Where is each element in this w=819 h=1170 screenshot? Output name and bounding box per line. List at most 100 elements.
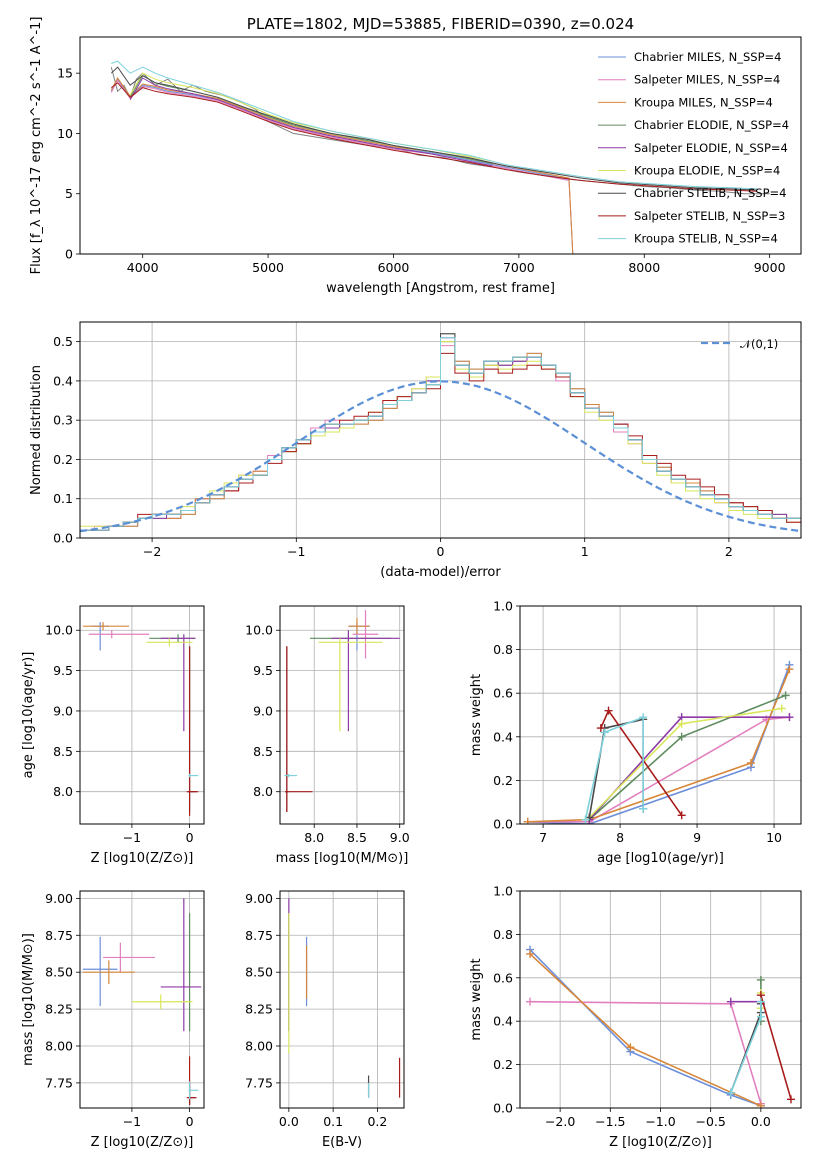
x-tick-label: 0: [186, 1114, 194, 1129]
x-tick-label: −0.5: [695, 1114, 725, 1129]
x-axis-label: (data-model)/error: [380, 565, 501, 580]
point-marker: [677, 732, 686, 741]
x-tick-label: 9000: [754, 260, 786, 275]
legend-label: Salpeter STELIB, N_SSP=3: [634, 209, 785, 223]
point-marker: [726, 997, 735, 1006]
y-tick-label: 10.0: [45, 623, 73, 638]
weight-line: [529, 1000, 762, 1104]
axes-frame: [79, 605, 205, 825]
y-tick-label: 8.50: [245, 965, 273, 980]
plot-area: [523, 660, 794, 824]
plot-area: [526, 945, 795, 1108]
x-tick-label: 10: [766, 830, 782, 845]
weight-line: [588, 694, 786, 821]
legend-label: Salpeter ELODIE, N_SSP=4: [634, 141, 788, 155]
weight-line: [760, 994, 792, 1100]
plot-area: [82, 898, 202, 1106]
x-tick-label: −2.0: [545, 1114, 575, 1129]
x-tick-label: 8000: [628, 260, 660, 275]
x-tick-label: −2: [143, 544, 161, 559]
y-tick-label: 0: [65, 247, 73, 262]
normal-curve: [80, 380, 801, 533]
x-axis-label: Z [log10(Z/Z⊙)]: [609, 1135, 712, 1150]
y-tick-label: 8.00: [245, 1039, 273, 1054]
x-tick-label: −1.5: [595, 1114, 625, 1129]
y-tick-label: 8.25: [245, 1002, 273, 1017]
y-tick-label: 15: [57, 66, 73, 81]
x-tick-label: 1: [581, 544, 589, 559]
weight-line: [529, 949, 762, 1107]
point-marker: [581, 815, 590, 824]
histogram-step: [80, 337, 801, 531]
x-tick-label: 0.2: [367, 1114, 387, 1129]
plot-area: [110, 60, 770, 254]
y-tick-label: 8.75: [245, 928, 273, 943]
x-tick-label: 0: [437, 544, 445, 559]
y-tick-label: 7.75: [45, 1075, 73, 1090]
weight-line: [529, 953, 762, 1107]
y-tick-label: 0.8: [493, 927, 513, 942]
axes-frame: [279, 605, 405, 825]
panel-mass-vs-z: −1 0 7.75 8.00 8.25 8.50 8.75 9.00 Z [log10(Z/Z⊙…: [21, 890, 205, 1150]
weight-line: [527, 664, 791, 824]
weight-line: [527, 668, 791, 823]
y-axis-label: mass weight: [469, 958, 484, 1040]
x-tick-label: 5000: [252, 260, 284, 275]
axes-frame: [79, 36, 802, 255]
model-spectrum-line: [110, 78, 574, 254]
x-tick-label: −1.0: [645, 1114, 675, 1129]
point-marker: [756, 1101, 765, 1108]
x-tick-label: 0.0: [279, 1114, 299, 1129]
x-axis-label: Z [log10(Z/Z⊙)]: [91, 851, 194, 866]
y-tick-label: 0.0: [53, 531, 73, 546]
y-tick-label: 8.5: [53, 744, 73, 759]
plot-area: [82, 622, 199, 816]
y-tick-label: 0.6: [493, 686, 513, 701]
point-marker: [600, 728, 609, 737]
point-marker: [639, 713, 648, 722]
y-tick-label: 0.2: [53, 452, 73, 467]
y-axis-label: age [log10(age/yr)]: [21, 652, 36, 779]
panel-age-vs-z: −1 0 8.0 8.5 9.0 9.5 10.0 Z [log10(Z/Z⊙)] age [l…: [21, 605, 205, 866]
x-tick-label: −1: [123, 1114, 141, 1129]
model-spectrum-line: [111, 60, 758, 190]
panel-weight-vs-age: 7 8 9 10 0.0 0.2 0.4 0.6 0.8 1.0 age [log10(age/yr…: [469, 599, 802, 866]
plot-area: [80, 333, 801, 533]
x-tick-label: 7000: [503, 260, 535, 275]
x-tick-label: 4000: [127, 260, 159, 275]
legend-normal-label: 𝒩(0,1): [740, 337, 778, 351]
y-tick-label: 8.50: [45, 965, 73, 980]
y-tick-label: 8.0: [253, 784, 273, 799]
y-tick-label: 10: [57, 126, 73, 141]
x-tick-label: −1: [123, 830, 141, 845]
point-marker: [523, 817, 532, 824]
point-marker: [756, 1012, 765, 1021]
x-axis-label: wavelength [Angstrom, rest frame]: [326, 281, 555, 296]
y-tick-label: 8.00: [45, 1039, 73, 1054]
axes-frame: [279, 890, 405, 1109]
point-marker: [756, 975, 765, 984]
point-marker: [785, 665, 794, 674]
legend-label: Chabrier STELIB, N_SSP=4: [634, 186, 786, 200]
axes-frame: [79, 890, 205, 1109]
y-axis-label: mass weight: [469, 674, 484, 756]
y-axis-label: mass [log10(M/M⊙)]: [21, 933, 36, 1066]
model-spectrum-line: [110, 66, 758, 191]
x-tick-label: 0.0: [751, 1114, 771, 1129]
x-tick-label: 0: [186, 830, 194, 845]
point-marker: [626, 1043, 635, 1052]
y-axis-label: Flux [f_λ 10^-17 erg cm^-2 s^-1 A^-1]: [29, 17, 44, 275]
x-tick-label: 9.0: [390, 830, 410, 845]
legend-label: Kroupa ELODIE, N_SSP=4: [634, 164, 780, 178]
x-tick-label: 7: [539, 830, 547, 845]
panel-residuals: 𝒩(0,1) −2 −1 0 1 2 0.0 0.1 0.2 0.3 0.4 0.5 (data-mod…: [29, 321, 802, 580]
y-tick-label: 0.8: [493, 642, 513, 657]
x-axis-label: E(B-V): [322, 1135, 362, 1150]
y-tick-label: 1.0: [493, 884, 513, 899]
y-tick-label: 9.0: [253, 703, 273, 718]
panel-weight-vs-z: −2.0 −1.5 −1.0 −0.5 0.0 0.0 0.2 0.4 0.6 0.8 1.0 Z […: [469, 884, 802, 1150]
x-tick-label: 6000: [378, 260, 410, 275]
panel-mass-vs-ebv: 0.0 0.1 0.2 7.75 8.00 8.25 8.50 8.75 9.00 E(B-V): [245, 890, 405, 1150]
y-tick-label: 10.0: [245, 623, 273, 638]
